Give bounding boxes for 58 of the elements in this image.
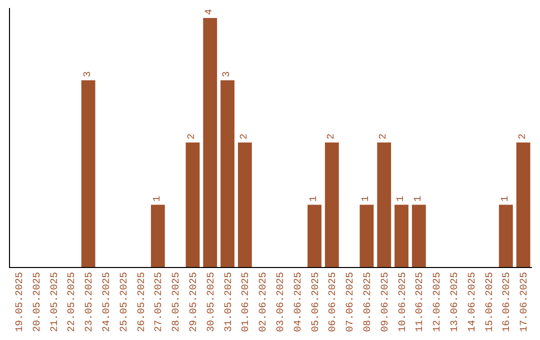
data-label: 3 (82, 71, 94, 78)
x-tick-label: 28.05.2025 (172, 272, 183, 332)
data-label: 4 (204, 8, 216, 15)
x-tick-label: 15.06.2025 (484, 272, 496, 332)
x-tick-label: 29.05.2025 (188, 272, 200, 332)
bar (324, 142, 339, 267)
x-tick-label: 26.05.2025 (136, 272, 148, 332)
data-label: 3 (222, 71, 233, 78)
bar (412, 204, 426, 267)
x-tick-label: 07.06.2025 (346, 272, 357, 332)
data-label: 1 (396, 196, 407, 202)
bar (308, 204, 322, 267)
x-tick-label: 24.05.2025 (102, 272, 113, 332)
bar (186, 142, 200, 267)
x-tick-label: 27.05.2025 (154, 272, 166, 332)
data-label: 2 (378, 133, 390, 140)
x-tick-label: 12.06.2025 (432, 272, 444, 332)
bar (377, 142, 392, 267)
x-tick-label: 01.06.2025 (241, 272, 252, 332)
x-tick-label: 20.05.2025 (32, 272, 44, 332)
x-tick-label: 19.05.2025 (14, 272, 26, 332)
x-tick-label: 31.05.2025 (224, 272, 235, 332)
x-tick-label: 08.06.2025 (362, 272, 374, 332)
data-label: 2 (518, 133, 529, 140)
x-tick-label: 09.06.2025 (380, 272, 392, 332)
x-tick-label: 22.05.2025 (67, 272, 78, 332)
x-tick-label: 14.06.2025 (467, 272, 478, 332)
x-tick-label: 02.06.2025 (258, 272, 270, 332)
data-label: 1 (361, 196, 372, 202)
x-tick-label: 21.05.2025 (50, 272, 61, 332)
x-tick-label: 17.06.2025 (520, 272, 531, 332)
x-tick-label: 05.06.2025 (310, 272, 322, 332)
x-tick-label: 30.05.2025 (206, 272, 218, 332)
bar (360, 204, 374, 267)
x-tick-label: 16.06.2025 (502, 272, 514, 332)
x-tick-label: 03.06.2025 (276, 272, 287, 332)
data-label: 1 (309, 196, 320, 202)
bar (81, 80, 96, 267)
x-tick-label: 13.06.2025 (450, 272, 461, 332)
data-label: 2 (239, 133, 250, 140)
data-label: 2 (326, 133, 338, 140)
x-tick-label: 11.06.2025 (415, 272, 426, 332)
bar (394, 204, 408, 267)
bar (220, 80, 234, 267)
bar (516, 142, 530, 267)
bar (203, 18, 218, 267)
x-tick-label: 04.06.2025 (293, 272, 304, 332)
bar (150, 204, 165, 267)
x-tick-label: 23.05.2025 (84, 272, 96, 332)
x-tick-label: 25.05.2025 (119, 272, 130, 332)
x-tick-label: 06.06.2025 (328, 272, 340, 332)
data-label: 1 (413, 196, 424, 202)
bar (498, 204, 513, 267)
data-label: 1 (152, 196, 164, 202)
x-tick-label: 10.06.2025 (398, 272, 409, 332)
bar (238, 142, 252, 267)
data-label: 2 (187, 133, 198, 140)
data-label: 1 (500, 196, 512, 202)
